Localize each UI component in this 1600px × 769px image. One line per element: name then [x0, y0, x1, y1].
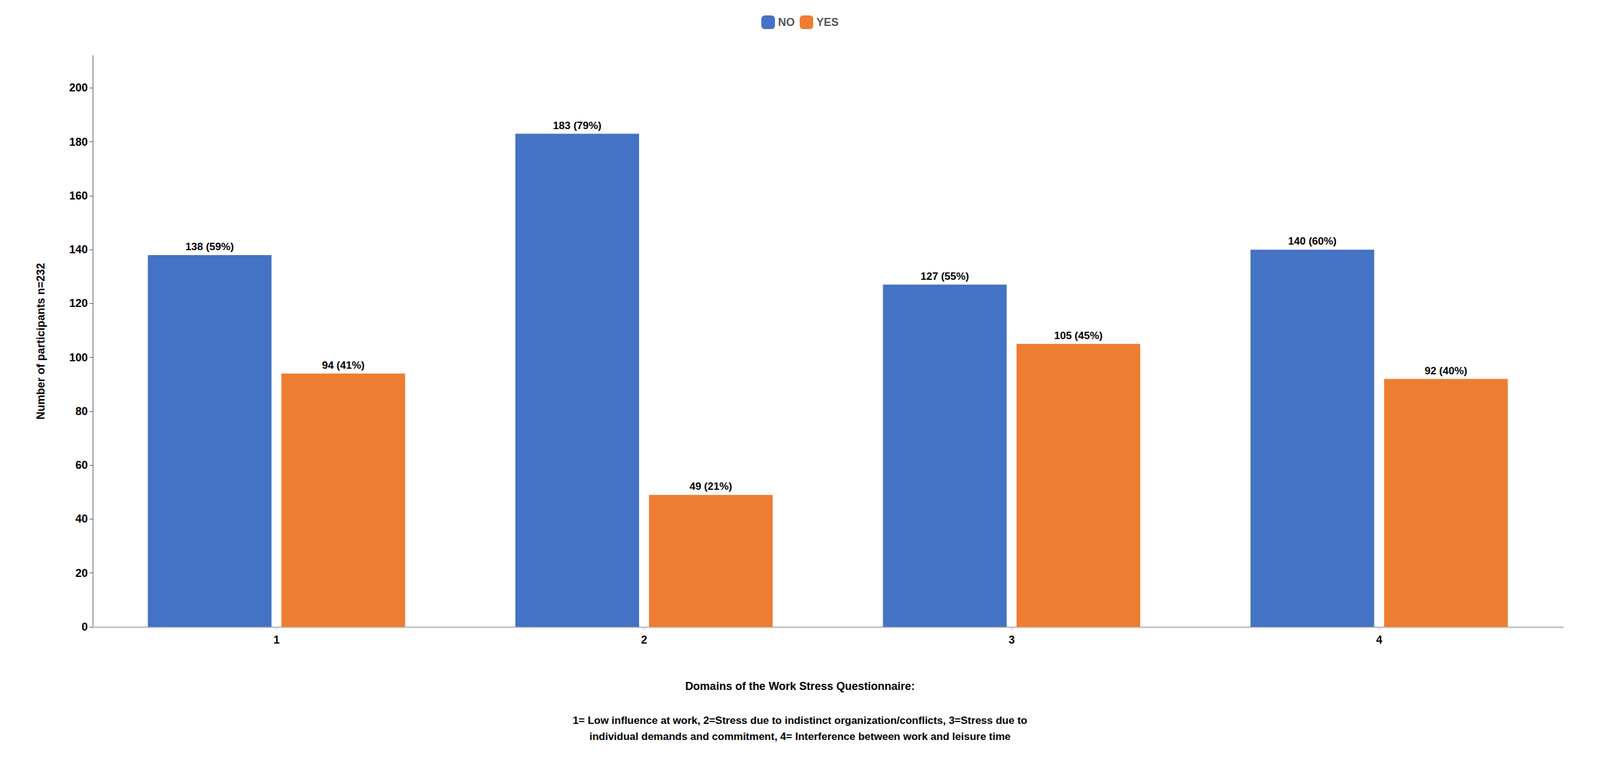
svg-text:Number of participants n=232: Number of participants n=232 [34, 263, 47, 421]
svg-text:105 (45%): 105 (45%) [1054, 330, 1103, 342]
svg-text:4: 4 [1376, 634, 1383, 647]
svg-text:40: 40 [75, 512, 88, 526]
svg-text:200: 200 [69, 81, 88, 94]
svg-text:138 (59%): 138 (59%) [185, 241, 234, 253]
svg-text:49 (21%): 49 (21%) [689, 480, 733, 493]
svg-text:94 (41%): 94 (41%) [321, 359, 365, 372]
svg-text:individual demands and commitm: individual demands and commitment, 4= In… [589, 731, 1012, 743]
svg-text:3: 3 [1008, 634, 1015, 647]
svg-text:120: 120 [69, 297, 88, 310]
svg-text:YES: YES [816, 16, 839, 29]
svg-text:183 (79%): 183 (79%) [553, 119, 602, 132]
svg-text:100: 100 [69, 351, 88, 365]
svg-text:NO: NO [778, 16, 795, 29]
svg-text:0: 0 [81, 621, 88, 634]
svg-text:127 (55%): 127 (55%) [920, 270, 970, 283]
svg-text:140 (60%): 140 (60%) [1287, 235, 1337, 248]
svg-text:92 (40%): 92 (40%) [1424, 365, 1468, 377]
svg-text:80: 80 [75, 405, 88, 418]
svg-text:180: 180 [69, 135, 88, 149]
svg-text:140: 140 [69, 243, 88, 256]
svg-text:1= Low influence at work, 2=St: 1= Low influence at work, 2=Stress due t… [572, 715, 1028, 727]
svg-text:2: 2 [640, 634, 648, 647]
svg-text:60: 60 [75, 459, 88, 472]
svg-text:160: 160 [69, 189, 88, 203]
svg-text:1: 1 [273, 634, 280, 647]
svg-text:Domains of the Work Stress Que: Domains of the Work Stress Questionnaire… [685, 680, 916, 693]
svg-text:20: 20 [75, 567, 88, 580]
